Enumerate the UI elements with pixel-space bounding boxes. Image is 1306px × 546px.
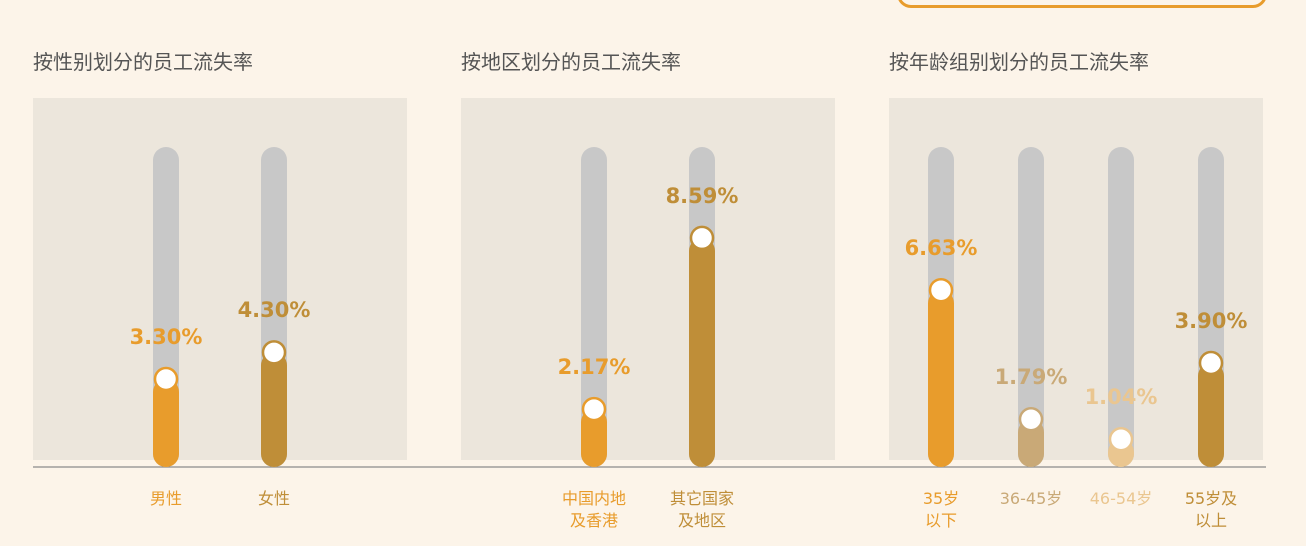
bar: [581, 409, 607, 467]
bar-knob: [1198, 350, 1224, 376]
category-label: 55岁及 以上: [1184, 489, 1238, 530]
bar-knob: [1108, 427, 1134, 452]
category-label: 36-45岁: [999, 489, 1063, 508]
bar-knob: [581, 396, 607, 422]
value-label: 4.30%: [237, 298, 311, 323]
bar: [153, 379, 179, 467]
category-label: 男性: [149, 489, 182, 508]
value-label: 6.63%: [904, 236, 978, 261]
category-label: 女性: [257, 489, 290, 508]
bar: [689, 237, 715, 467]
panel-background: [461, 98, 835, 460]
bar: [261, 352, 287, 467]
bar-knob: [1018, 407, 1044, 432]
bar-knob: [689, 225, 715, 251]
value-label: 3.90%: [1174, 309, 1248, 333]
bar-knob: [928, 277, 954, 303]
category-label: 46-54岁: [1089, 489, 1153, 508]
value-label: 2.17%: [557, 355, 631, 380]
bar-track: [581, 147, 607, 467]
value-label: 1.79%: [994, 365, 1068, 390]
bar-knob: [153, 366, 179, 392]
bar-knob: [261, 340, 287, 365]
bar-track: [1108, 147, 1134, 467]
bar: [1198, 363, 1224, 467]
bar-track: [1018, 147, 1044, 467]
chart-title: 按年龄组别划分的员工流失率: [889, 50, 1149, 74]
bar: [1018, 419, 1044, 467]
chart-title: 按地区划分的员工流失率: [461, 50, 681, 74]
panel-background: [33, 98, 407, 460]
value-label: 1.04%: [1084, 385, 1158, 410]
category-label: 中国内地 及香港: [561, 489, 626, 530]
value-label: 8.59%: [665, 183, 739, 208]
category-label: 其它国家 及地区: [669, 489, 734, 530]
bar: [928, 290, 954, 467]
chart-title: 按性别划分的员工流失率: [33, 50, 253, 74]
value-label: 3.30%: [129, 325, 203, 349]
category-label: 35岁 以下: [922, 489, 960, 530]
